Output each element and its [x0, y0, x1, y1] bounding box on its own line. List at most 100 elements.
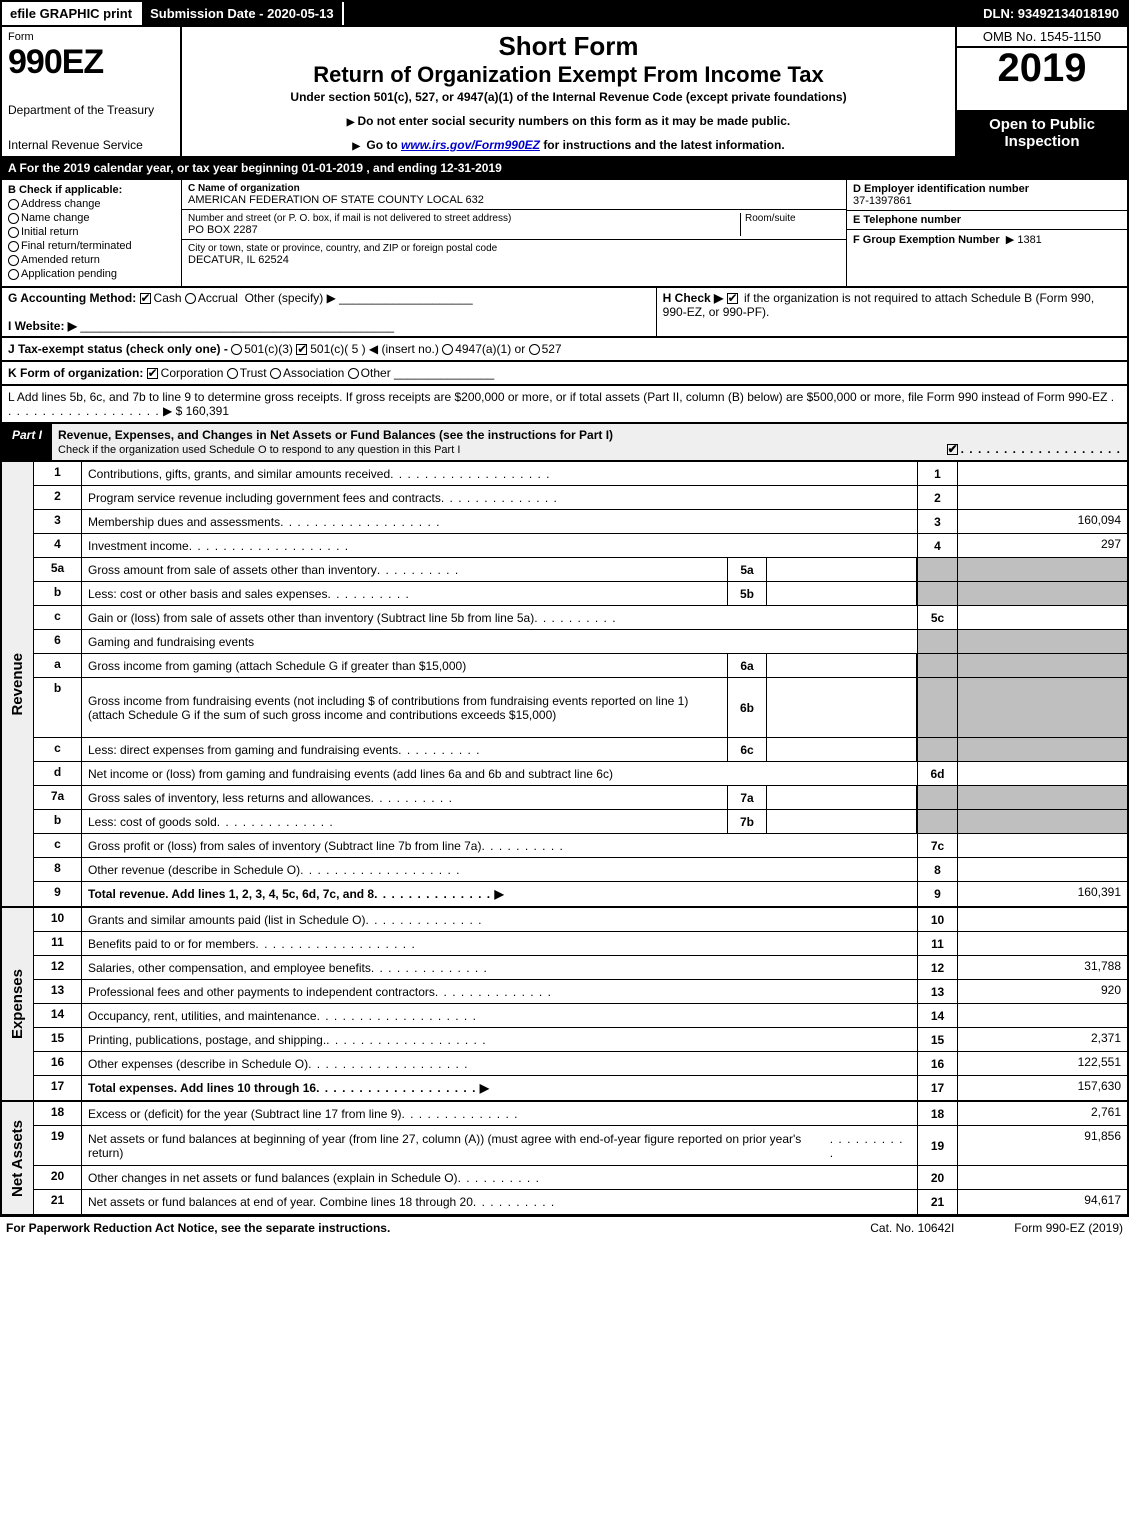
ein-value: 37-1397861 [853, 195, 912, 207]
form-number: 990EZ [8, 43, 174, 82]
chk-527[interactable] [529, 344, 540, 355]
chk-schedule-b[interactable] [727, 293, 738, 304]
f-label: F Group Exemption Number [853, 234, 1000, 246]
page-footer: For Paperwork Reduction Act Notice, see … [0, 1216, 1129, 1239]
d1: Contributions, gifts, grants, and simila… [88, 467, 390, 481]
side-revenue: Revenue [2, 462, 34, 906]
dept-treasury: Department of the Treasury [8, 103, 174, 117]
part1-header: Part I Revenue, Expenses, and Changes in… [0, 424, 1129, 462]
dln-label: DLN: 93492134018190 [975, 2, 1127, 25]
street-row: Number and street (or P. O. box, if mail… [182, 210, 846, 240]
v19: 91,856 [957, 1126, 1127, 1165]
v12: 31,788 [957, 956, 1127, 979]
v15: 2,371 [957, 1028, 1127, 1051]
f-value: 1381 [1017, 234, 1041, 246]
footer-notice: For Paperwork Reduction Act Notice, see … [6, 1221, 390, 1235]
efile-label[interactable]: efile GRAPHIC print [2, 2, 142, 25]
footer-catno: Cat. No. 10642I [870, 1221, 954, 1235]
v21: 94,617 [957, 1190, 1127, 1214]
form-header: Form 990EZ Department of the Treasury In… [0, 27, 1129, 158]
goto-post: for instructions and the latest informat… [543, 138, 784, 152]
chk-schedule-o[interactable] [947, 444, 958, 455]
city-row: City or town, state or province, country… [182, 240, 846, 269]
open-inspection: Open to Public Inspection [957, 110, 1127, 156]
title-short-form: Short Form [188, 31, 949, 62]
title-return: Return of Organization Exempt From Incom… [188, 62, 949, 88]
arrow-icon [352, 138, 363, 152]
v1 [957, 462, 1127, 485]
header-right: OMB No. 1545-1150 2019 Open to Public In… [957, 27, 1127, 156]
g-label: G Accounting Method: [8, 291, 136, 305]
d-label: D Employer identification number [853, 183, 1029, 195]
chk-accrual[interactable] [185, 293, 196, 304]
section-b-label: B Check if applicable: [8, 184, 122, 196]
part1-sub: Check if the organization used Schedule … [58, 444, 460, 456]
phone-row: E Telephone number [847, 211, 1127, 230]
group-exempt-row: F Group Exemption Number ▶ 1381 [847, 230, 1127, 249]
irs-link[interactable]: www.irs.gov/Form990EZ [401, 138, 540, 152]
line-h: H Check ▶ if the organization is not req… [657, 288, 1127, 336]
section-c: C Name of organization AMERICAN FEDERATI… [182, 180, 847, 286]
i-label: I Website: ▶ [8, 319, 77, 333]
info-block: B Check if applicable: Address change Na… [0, 180, 1129, 288]
side-netassets: Net Assets [2, 1102, 34, 1214]
line-g-h: G Accounting Method: Cash Accrual Other … [0, 288, 1129, 338]
city-label: City or town, state or province, country… [188, 243, 840, 254]
note-ssn: Do not enter social security numbers on … [188, 114, 949, 128]
org-name-row: C Name of organization AMERICAN FEDERATI… [182, 180, 846, 210]
chk-name[interactable]: Name change [8, 212, 175, 224]
part1-grid: Revenue 1 Contributions, gifts, grants, a… [0, 462, 1129, 1216]
section-b: B Check if applicable: Address change Na… [2, 180, 182, 286]
note-goto: Go to www.irs.gov/Form990EZ for instruct… [188, 138, 949, 152]
v3: 160,094 [957, 510, 1127, 533]
dept-irs: Internal Revenue Service [8, 138, 174, 152]
city-value: DECATUR, IL 62524 [188, 254, 840, 266]
chk-corp[interactable] [147, 368, 158, 379]
total-expenses: 157,630 [957, 1076, 1127, 1100]
tax-period: A For the 2019 calendar year, or tax yea… [0, 158, 1129, 180]
form-label: Form [8, 31, 174, 43]
submission-date: Submission Date - 2020-05-13 [142, 2, 344, 25]
header-middle: Short Form Return of Organization Exempt… [182, 27, 957, 156]
chk-trust[interactable] [227, 368, 238, 379]
chk-final[interactable]: Final return/terminated [8, 240, 175, 252]
chk-501c[interactable] [296, 344, 307, 355]
room-label: Room/suite [740, 213, 840, 236]
l-text: L Add lines 5b, 6c, and 7b to line 9 to … [8, 390, 1107, 404]
h-label: H Check ▶ [663, 291, 724, 305]
chk-4947[interactable] [442, 344, 453, 355]
v18: 2,761 [957, 1102, 1127, 1125]
chk-assoc[interactable] [270, 368, 281, 379]
v16: 122,551 [957, 1052, 1127, 1075]
line-g: G Accounting Method: Cash Accrual Other … [2, 288, 657, 336]
e-label: E Telephone number [853, 214, 961, 226]
street-label: Number and street (or P. O. box, if mail… [188, 213, 740, 224]
v4: 297 [957, 534, 1127, 557]
header-left: Form 990EZ Department of the Treasury In… [2, 27, 182, 156]
chk-other[interactable] [348, 368, 359, 379]
chk-address[interactable]: Address change [8, 198, 175, 210]
chk-amended[interactable]: Amended return [8, 254, 175, 266]
j-label: J Tax-exempt status (check only one) - [8, 342, 228, 356]
chk-initial[interactable]: Initial return [8, 226, 175, 238]
subtitle: Under section 501(c), 527, or 4947(a)(1)… [188, 90, 949, 104]
c-label: C Name of organization [188, 183, 300, 194]
chk-pending[interactable]: Application pending [8, 268, 175, 280]
top-bar: efile GRAPHIC print Submission Date - 20… [0, 0, 1129, 27]
chk-cash[interactable] [140, 293, 151, 304]
section-def: D Employer identification number 37-1397… [847, 180, 1127, 286]
tax-year: 2019 [957, 48, 1127, 88]
total-revenue: 160,391 [957, 882, 1127, 906]
k-label: K Form of organization: [8, 366, 143, 380]
street-value: PO BOX 2287 [188, 224, 740, 236]
org-name: AMERICAN FEDERATION OF STATE COUNTY LOCA… [188, 194, 840, 206]
footer-form: Form 990-EZ (2019) [1014, 1221, 1123, 1235]
side-expenses: Expenses [2, 908, 34, 1100]
n1: 1 [34, 462, 82, 485]
goto-pre: Go to [366, 138, 401, 152]
part1-tab: Part I [2, 424, 52, 460]
ein-row: D Employer identification number 37-1397… [847, 180, 1127, 211]
line-j: J Tax-exempt status (check only one) - 5… [0, 338, 1129, 362]
line-l: L Add lines 5b, 6c, and 7b to line 9 to … [0, 386, 1129, 424]
chk-501c3[interactable] [231, 344, 242, 355]
